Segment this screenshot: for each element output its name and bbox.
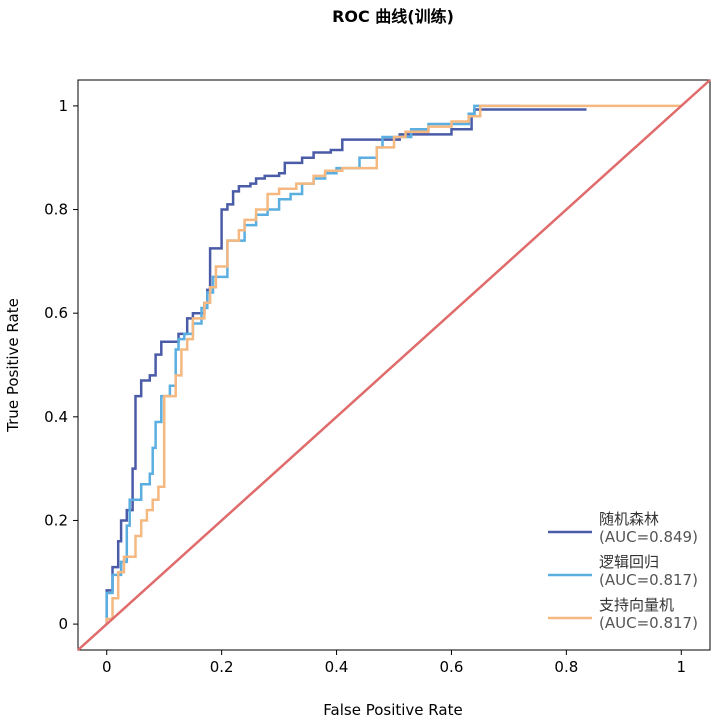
y-tick-label: 1	[58, 97, 68, 115]
diagonal-reference-line	[77, 79, 711, 651]
x-tick-label: 1	[676, 658, 686, 676]
legend-auc-3: (AUC=0.817)	[599, 614, 698, 632]
y-tick-label: 0	[58, 615, 68, 633]
y-axis-ticks: 0 0.2 0.4 0.6 0.8 1	[44, 97, 78, 633]
plot-area	[77, 79, 711, 651]
chart-title: ROC 曲线(训练)	[332, 7, 454, 26]
x-axis-label: False Positive Rate	[323, 701, 462, 719]
plot-frame	[77, 79, 711, 651]
x-tick-label: 0.2	[210, 658, 234, 676]
legend-label-1: 随机森林	[599, 510, 659, 528]
legend-auc-1: (AUC=0.849)	[599, 528, 698, 546]
y-tick-label: 0.6	[44, 304, 68, 322]
y-axis-label: True Positive Rate	[4, 298, 22, 433]
x-axis-ticks: 0 0.2 0.4 0.6 0.8 1	[102, 650, 686, 676]
y-tick-label: 0.2	[44, 511, 68, 529]
roc-curve-series-1	[105, 108, 587, 625]
legend-label-2: 逻辑回归	[599, 553, 659, 571]
y-tick-label: 0.4	[44, 408, 68, 426]
x-tick-label: 0.4	[325, 658, 349, 676]
legend-label-3: 支持向量机	[599, 596, 674, 614]
legend-auc-2: (AUC=0.817)	[599, 571, 698, 589]
x-tick-label: 0	[102, 658, 112, 676]
y-tick-label: 0.8	[44, 201, 68, 219]
roc-curve-series-3	[105, 104, 682, 625]
legend: 随机森林(AUC=0.849)逻辑回归(AUC=0.817)支持向量机(AUC=…	[548, 510, 698, 632]
x-tick-label: 0.8	[554, 658, 578, 676]
x-tick-label: 0.6	[440, 658, 464, 676]
